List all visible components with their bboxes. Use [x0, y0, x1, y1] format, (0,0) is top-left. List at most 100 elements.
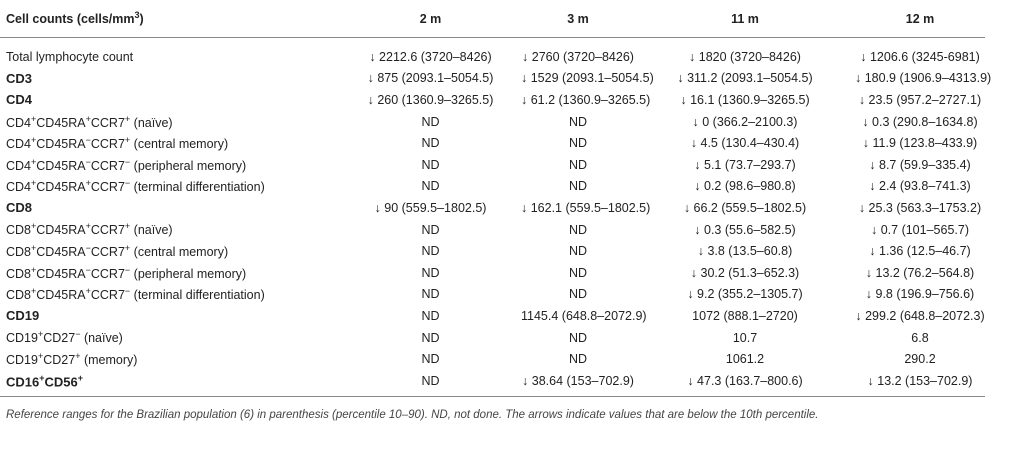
superscript: +: [31, 113, 37, 124]
superscript: +: [77, 372, 84, 383]
label-text: CCR7: [90, 288, 125, 303]
label-text: CD27: [43, 331, 76, 346]
table-row: CD4+CD45RA+CCR7+ (naïve) ND ND ↓ 0 (366.2–2…: [0, 111, 985, 133]
cell: ↓ 0.3 (290.8–1634.8): [862, 114, 978, 129]
cell: ND: [340, 369, 515, 397]
cell: ↓ 23.5 (957.2–2727.1): [858, 92, 982, 107]
cell: ↓ 2760 (3720–8426): [522, 49, 634, 64]
cell: ND: [421, 179, 440, 194]
cell: ↓ 16.1 (1360.9–3265.5): [680, 92, 810, 107]
cell: ↓ 0.3 (55.6–582.5): [694, 222, 796, 237]
cell: ND: [568, 157, 588, 172]
cell: ND: [421, 157, 440, 172]
label-text: CD56: [44, 373, 78, 389]
superscript: +: [124, 113, 131, 124]
label-text: (naïve): [80, 331, 123, 346]
cell: ↓ 11.9 (123.8–433.9): [862, 136, 978, 151]
table-row: CD8 ↓ 90 (559.5–1802.5) ↓ 162.1 (559.5–180…: [0, 197, 985, 219]
superscript: +: [31, 135, 37, 146]
row-label: CD4+CD45RA+CCR7− (terminal differentiati…: [0, 176, 340, 198]
cell: ↓ 2212.6 (3720–8426): [369, 49, 492, 64]
cell: ↓ 162.1 (559.5–1802.5): [521, 200, 651, 215]
row-label: CD4: [0, 89, 340, 111]
cell: ↓ 13.2 (153–702.9): [849, 369, 985, 397]
cell: ND: [421, 222, 440, 237]
superscript: −: [124, 156, 131, 167]
cell: ND: [568, 244, 588, 259]
cell: ↓ 0.2 (98.6–980.8): [694, 179, 796, 194]
cell: ↓ 5.1 (73.7–293.7): [694, 157, 796, 172]
label-text: Total lymphocyte count: [6, 49, 134, 64]
superscript: −: [75, 329, 81, 340]
table-row: CD8+CD45RA−CCR7− (peripheral memory) ND ND…: [0, 262, 985, 284]
cell: ↓ 30.2 (51.3–652.3): [690, 265, 800, 280]
cell: ND: [568, 114, 588, 129]
superscript: −: [85, 243, 91, 254]
row-label: CD8+CD45RA−CCR7− (peripheral memory): [0, 262, 340, 284]
cell: ↓ 2.4 (93.8–741.3): [869, 179, 971, 194]
superscript: +: [85, 178, 91, 189]
header-cell: 3 m: [515, 0, 635, 38]
cell: ND: [568, 352, 588, 367]
cell: ND: [421, 352, 440, 367]
cell: ↓ 0 (366.2–2100.3): [692, 114, 798, 129]
table-row: CD4+CD45RA+CCR7− (terminal differentiati…: [0, 176, 985, 198]
label-text: CD19: [6, 331, 38, 346]
cell: ↓ 180.9 (1906.9–4313.9): [855, 71, 992, 86]
row-label: CD8+CD45RA+CCR7+ (naïve): [0, 219, 340, 241]
row-label: CD8+CD45RA+CCR7− (terminal differentiati…: [0, 284, 340, 306]
cell: ↓ 9.2 (355.2–1305.7): [687, 287, 803, 302]
cell: ↓ 1.36 (12.5–46.7): [869, 244, 971, 259]
label-text: CD16: [6, 373, 40, 389]
label-text: CCR7: [90, 180, 125, 195]
superscript: −: [85, 135, 91, 146]
superscript: +: [31, 156, 37, 167]
label-text: CD19: [6, 308, 40, 324]
header-cell: Cell counts (cells/mm3): [0, 0, 340, 38]
cell: 10.7: [732, 330, 758, 345]
cell: ↓ 1206.6 (3245-6981): [860, 49, 980, 64]
row-label: CD16+CD56+: [0, 369, 340, 397]
label-text: CD4: [6, 158, 32, 173]
cell: ND: [421, 265, 440, 280]
cell: ↓ 66.2 (559.5–1802.5): [683, 200, 807, 215]
superscript: +: [37, 329, 44, 340]
cell: ↓ 4.5 (130.4–430.4): [690, 136, 800, 151]
label-text: CCR7: [90, 223, 125, 238]
label-text: Cell counts (cells/mm: [6, 12, 135, 27]
cell: ↓ 47.3 (163.7–800.6): [635, 369, 849, 397]
header-cell: 2 m: [340, 0, 515, 38]
label-text: CD8: [6, 245, 32, 260]
cell: ↓ 1529 (2093.1–5054.5): [521, 71, 654, 86]
table-row: CD4+CD45RA−CCR7+ (central memory) ND ND ↓ 4…: [0, 132, 985, 154]
superscript: +: [31, 178, 37, 189]
cell: ND: [421, 308, 440, 323]
cell: ↓ 13.2 (76.2–564.8): [865, 265, 975, 280]
label-text: CD4: [6, 115, 32, 130]
label-text: (naïve): [130, 115, 173, 130]
label-text: CD8: [6, 223, 32, 238]
table-row: CD8+CD45RA+CCR7− (terminal differentiati…: [0, 284, 985, 306]
row-label: CD8: [0, 197, 340, 219]
row-label: CD3: [0, 68, 340, 90]
cell: 290.2: [904, 352, 936, 367]
cell: ND: [568, 265, 588, 280]
label-text: CCR7: [90, 137, 125, 152]
table-row: CD8+CD45RA+CCR7+ (naïve) ND ND ↓ 0.3 (55.6–…: [0, 219, 985, 241]
label-text: (central memory): [130, 137, 229, 152]
superscript: +: [85, 221, 91, 232]
cell: ↓ 875 (2093.1–5054.5): [367, 71, 494, 86]
label-text: CD8: [6, 288, 32, 303]
superscript: +: [75, 351, 81, 362]
label-text: CCR7: [90, 158, 125, 173]
superscript: 3: [134, 10, 140, 21]
cell: ND: [568, 179, 588, 194]
cell: ↓ 0.7 (101–565.7): [871, 222, 969, 237]
label-text: CCR7: [90, 115, 125, 130]
label-text: CCR7: [90, 245, 125, 260]
table-row: CD16+CD56+ ND ↓ 38.64 (153–702.9) ↓ 47.3 (1…: [0, 369, 985, 397]
table-row: Total lymphocyte count ↓ 2212.6 (3720–842…: [0, 38, 985, 68]
label-text: CD4: [6, 137, 32, 152]
superscript: +: [124, 221, 131, 232]
table-row: CD4 ↓ 260 (1360.9–3265.5) ↓ 61.2 (1360.9–3…: [0, 89, 985, 111]
